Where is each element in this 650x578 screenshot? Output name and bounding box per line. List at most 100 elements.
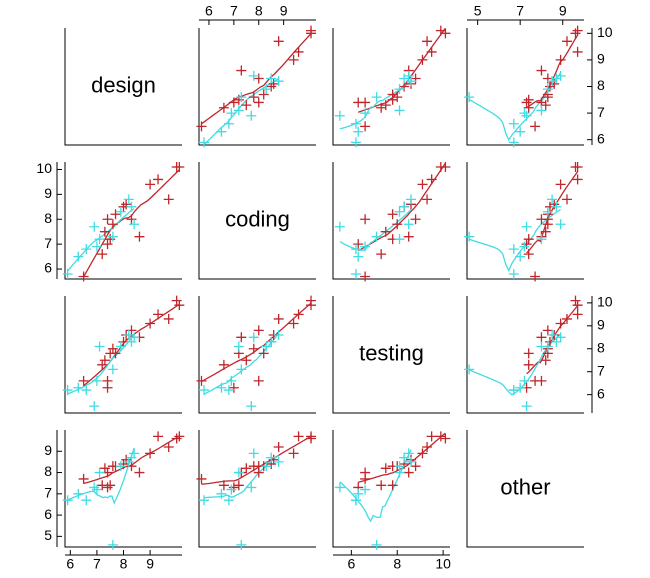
point bbox=[174, 431, 185, 442]
point bbox=[107, 539, 118, 550]
y-tick-label: 9 bbox=[597, 51, 605, 67]
y-tick-label: 10 bbox=[36, 160, 52, 176]
point bbox=[350, 137, 361, 148]
point bbox=[417, 179, 428, 190]
point bbox=[353, 239, 364, 250]
point bbox=[394, 234, 405, 245]
point bbox=[542, 84, 553, 95]
point bbox=[426, 431, 437, 442]
x-tick-label: 7 bbox=[230, 3, 238, 19]
point bbox=[107, 343, 118, 354]
point bbox=[89, 221, 100, 232]
point bbox=[171, 433, 182, 444]
point bbox=[334, 110, 345, 121]
point bbox=[403, 70, 414, 81]
point bbox=[78, 271, 89, 282]
y-tick-label: 5 bbox=[44, 527, 52, 543]
smooth-line bbox=[203, 77, 280, 145]
point bbox=[91, 484, 102, 495]
point bbox=[334, 482, 345, 493]
point bbox=[73, 488, 84, 499]
smooth-line bbox=[339, 80, 412, 130]
point bbox=[145, 179, 156, 190]
point bbox=[266, 73, 277, 84]
smooth-line bbox=[468, 333, 562, 396]
point bbox=[360, 121, 371, 132]
x-tick-label: 6 bbox=[347, 556, 355, 572]
point bbox=[376, 102, 387, 113]
panel bbox=[201, 435, 312, 499]
smooth-line bbox=[468, 72, 562, 142]
point bbox=[226, 108, 237, 119]
point bbox=[387, 209, 398, 220]
point bbox=[91, 375, 102, 386]
point bbox=[410, 73, 421, 84]
point bbox=[273, 442, 284, 453]
point bbox=[129, 219, 140, 230]
point bbox=[519, 375, 530, 386]
point bbox=[530, 271, 541, 282]
point bbox=[236, 65, 247, 76]
point bbox=[399, 201, 410, 212]
panel-frame bbox=[332, 28, 450, 146]
point bbox=[226, 484, 237, 495]
point bbox=[435, 25, 446, 36]
point bbox=[196, 121, 207, 132]
point bbox=[406, 76, 416, 87]
point bbox=[440, 433, 451, 444]
point bbox=[403, 231, 414, 242]
variable-label: testing bbox=[359, 340, 424, 365]
point bbox=[248, 70, 259, 81]
y-tick-label: 8 bbox=[597, 77, 605, 93]
point bbox=[376, 249, 387, 260]
point bbox=[523, 348, 534, 359]
point bbox=[163, 442, 174, 453]
point bbox=[126, 201, 137, 212]
point bbox=[102, 214, 113, 225]
x-tick-label: 6 bbox=[66, 556, 74, 572]
point bbox=[399, 73, 410, 84]
point bbox=[406, 456, 416, 467]
point bbox=[519, 108, 530, 119]
point bbox=[360, 108, 371, 119]
point bbox=[536, 65, 547, 76]
y-tick-label: 6 bbox=[44, 260, 52, 276]
point bbox=[536, 375, 547, 386]
point bbox=[561, 36, 572, 47]
point bbox=[273, 456, 284, 467]
y-tick-label: 7 bbox=[44, 485, 52, 501]
panel-frame bbox=[198, 430, 316, 548]
point bbox=[273, 36, 284, 47]
point bbox=[97, 249, 108, 260]
point bbox=[540, 100, 551, 111]
panel-frame bbox=[64, 28, 182, 146]
point bbox=[406, 194, 416, 205]
point bbox=[273, 76, 284, 87]
point bbox=[273, 313, 284, 324]
y-tick-label: 9 bbox=[44, 185, 52, 201]
panel-frame bbox=[64, 162, 182, 280]
point bbox=[293, 46, 304, 57]
point bbox=[380, 226, 391, 237]
point bbox=[196, 375, 207, 386]
point bbox=[521, 97, 532, 108]
point bbox=[371, 231, 382, 242]
point bbox=[555, 179, 566, 190]
point bbox=[547, 76, 558, 87]
x-tick-label: 6 bbox=[205, 3, 213, 19]
point bbox=[508, 385, 519, 396]
panel bbox=[339, 162, 446, 252]
point bbox=[422, 36, 433, 47]
smooth-line bbox=[468, 208, 561, 273]
x-tick-label: 5 bbox=[474, 3, 482, 19]
y-tick-label: 10 bbox=[597, 24, 613, 40]
point bbox=[94, 341, 105, 352]
smooth-line bbox=[357, 162, 446, 252]
panel-frame bbox=[332, 430, 450, 548]
point bbox=[248, 332, 259, 343]
smooth-line bbox=[526, 171, 579, 254]
point bbox=[126, 452, 137, 463]
point bbox=[403, 448, 414, 459]
point bbox=[306, 300, 317, 311]
